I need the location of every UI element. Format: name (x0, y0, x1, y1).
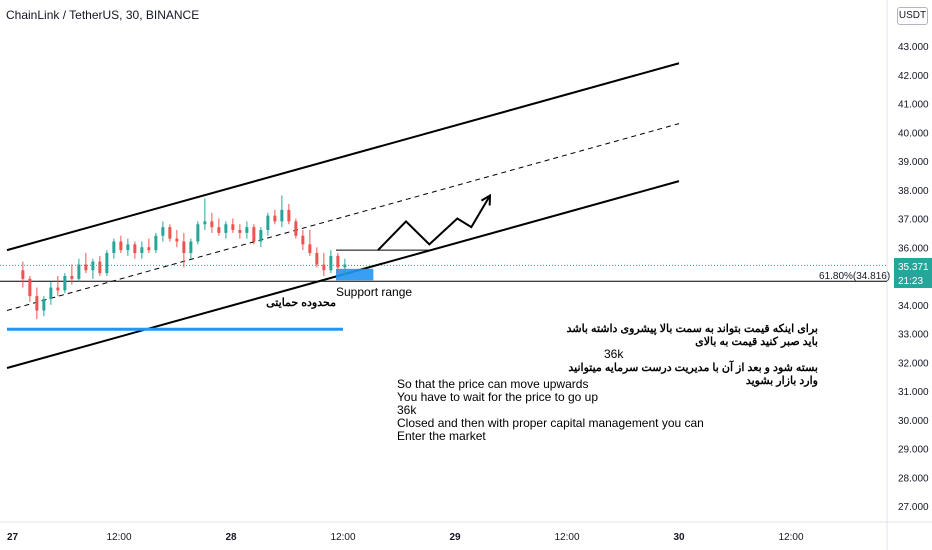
candle-body (196, 224, 200, 242)
candle-body (329, 255, 333, 271)
channel-line (6, 62, 680, 252)
candle-body (231, 224, 235, 230)
candle-body (273, 215, 277, 222)
candle-body (154, 235, 158, 251)
candle-body (126, 244, 130, 251)
y-tick-label: 37.000 (898, 215, 929, 226)
projection-arrow-head (480, 193, 492, 206)
en-note-line-2: You have to wait for the price to go up (397, 390, 598, 404)
y-tick-label: 43.000 (898, 42, 929, 53)
candle-body (105, 253, 109, 274)
x-tick-label: 12:00 (106, 532, 131, 543)
y-tick-label: 30.000 (898, 416, 929, 427)
fa-note-line-4: بسته شود و بعد از آن با مدیریت درست سرما… (568, 360, 818, 374)
candle-body (133, 244, 137, 253)
candle-body (147, 247, 151, 251)
candle-body (140, 247, 144, 253)
candle-body (294, 221, 298, 236)
candle-body (42, 299, 46, 311)
candle-body (63, 276, 67, 291)
candle-body (245, 227, 249, 233)
candle-body (301, 235, 305, 245)
candle-body (308, 244, 312, 253)
projection-arrow (377, 194, 491, 251)
candle-body (287, 209, 291, 222)
y-tick-label: 41.000 (898, 100, 929, 111)
candle-body (56, 287, 60, 291)
y-tick-label: 34.000 (898, 301, 929, 312)
candle-body (259, 230, 263, 242)
candle-body (280, 209, 284, 222)
last-price-label: 35.371 (898, 262, 929, 273)
candles-layer (21, 195, 347, 320)
fa-note-line-3: 36k (604, 347, 624, 361)
fa-note-line-1: برای اینکه قیمت بتواند به سمت بالا پیشرو… (567, 323, 818, 335)
y-tick-label: 29.000 (898, 445, 929, 456)
y-tick-label: 42.000 (898, 71, 929, 82)
candle-body (238, 230, 242, 233)
candle-body (91, 261, 95, 271)
fib-level-label: 61.80%(34.816) (819, 271, 890, 282)
x-tick-label: 29 (449, 532, 461, 543)
x-tick-label: 12:00 (778, 532, 803, 543)
candle-body (98, 261, 102, 274)
y-tick-label: 28.000 (898, 473, 929, 484)
candle-body (203, 221, 207, 225)
candle-body (266, 215, 270, 230)
x-tick-label: 12:00 (554, 532, 579, 543)
candle-body (182, 241, 186, 253)
y-tick-label: 33.000 (898, 330, 929, 341)
channel-line (6, 123, 680, 311)
x-tick-label: 27 (7, 532, 19, 543)
candle-body (217, 227, 221, 233)
fa-note-line-5: وارد بازار بشوید (746, 375, 818, 387)
last-price-label-box (894, 258, 932, 288)
candle-body (315, 253, 319, 265)
y-tick-label: 27.000 (898, 502, 929, 513)
en-note-line-3: 36k (397, 403, 417, 417)
candle-body (189, 241, 193, 253)
candle-body (322, 264, 326, 271)
candle-body (161, 227, 165, 236)
candle-body (28, 278, 32, 297)
y-tick-label: 32.000 (898, 358, 929, 369)
candle-body (21, 270, 25, 279)
candle-body (252, 227, 256, 242)
x-tick-label: 30 (673, 532, 685, 543)
support-range-label-fa: محدوده حمایتی (266, 297, 336, 309)
symbol-title: ChainLink / TetherUS, 30, BINANCE (6, 8, 200, 22)
en-note-line-1: So that the price can move upwards (397, 377, 588, 391)
en-note-line-5: Enter the market (397, 429, 486, 443)
y-tick-label: 39.000 (898, 157, 929, 168)
x-tick-label: 12:00 (330, 532, 355, 543)
y-tick-label: 38.000 (898, 186, 929, 197)
candle-body (112, 241, 116, 253)
en-note-line-4: Closed and then with proper capital mana… (397, 416, 704, 430)
y-tick-label: 36.000 (898, 243, 929, 254)
candle-body (336, 255, 340, 268)
candle-body (210, 221, 214, 228)
candle-body (224, 224, 228, 233)
candle-body (70, 276, 74, 279)
candle-body (343, 264, 347, 268)
x-tick-label: 28 (225, 532, 237, 543)
candle-body (84, 264, 88, 271)
candle-body (119, 241, 123, 251)
fa-note-line-2: باید صبر کنید قیمت به بالای (695, 336, 818, 348)
candle-body (175, 238, 179, 242)
currency-button[interactable]: USDT (897, 7, 928, 25)
candle-body (35, 296, 39, 311)
countdown-label: 21:23 (898, 276, 923, 287)
drawings-layer (0, 62, 887, 369)
y-tick-label: 40.000 (898, 128, 929, 139)
y-tick-label: 31.000 (898, 387, 929, 398)
candle-body (168, 227, 172, 239)
x-axis-ticks: 27 12:00 28 12:00 29 12:00 30 12:00 (7, 532, 804, 543)
support-zone (336, 268, 374, 281)
support-range-label: Support range (336, 285, 412, 299)
candle-body (77, 264, 81, 279)
candle-body (49, 287, 53, 299)
